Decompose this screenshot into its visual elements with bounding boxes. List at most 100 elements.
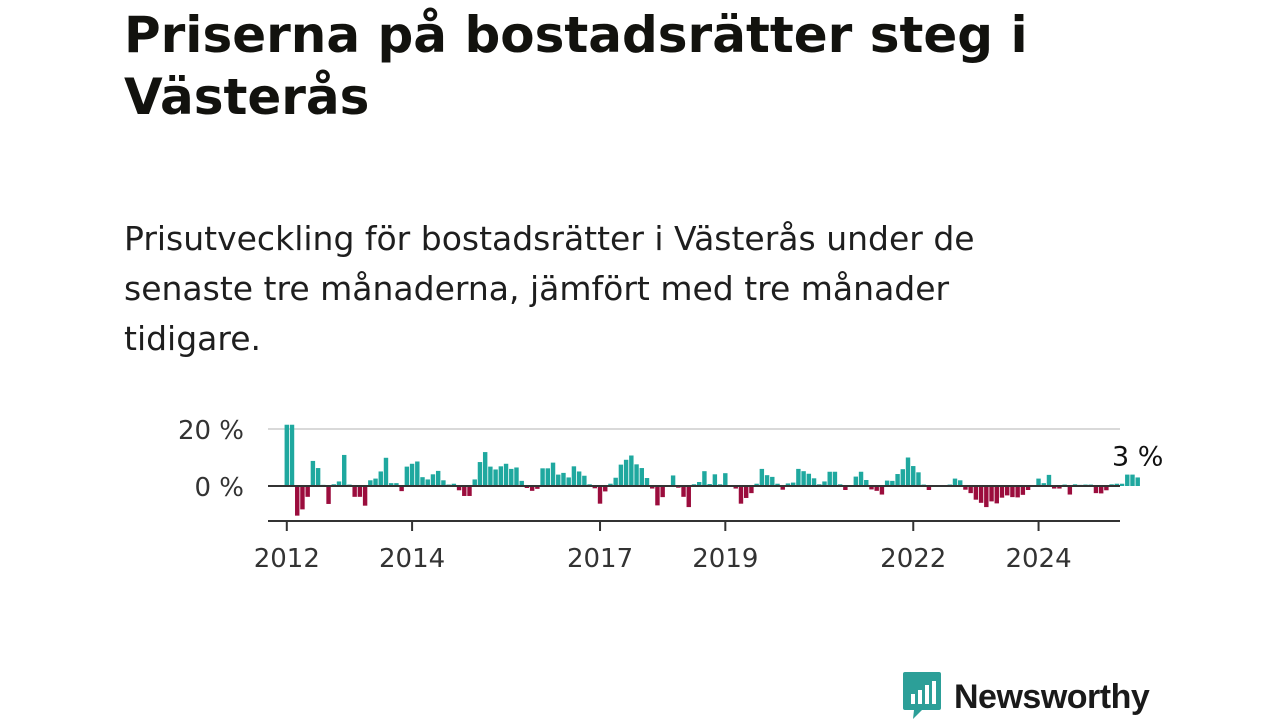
bar — [289, 424, 295, 486]
bar — [764, 475, 770, 486]
bar — [900, 469, 906, 487]
bar — [498, 466, 504, 486]
bar — [905, 457, 911, 486]
bar — [540, 468, 545, 486]
bar — [963, 486, 968, 490]
bar — [958, 480, 963, 486]
bar — [1015, 486, 1020, 498]
x-tick-label-2019: 2019 — [692, 544, 758, 574]
bar — [775, 483, 780, 486]
bar — [707, 484, 712, 486]
bar — [451, 483, 457, 486]
bar — [1041, 483, 1046, 486]
bar — [639, 468, 644, 486]
bar — [655, 486, 660, 506]
newsworthy-logo-icon — [902, 670, 942, 724]
bar — [430, 474, 436, 486]
bar — [545, 468, 551, 486]
bar — [858, 471, 864, 486]
bar — [853, 476, 859, 486]
bar — [780, 486, 785, 490]
bar — [733, 486, 738, 489]
bar — [869, 486, 874, 490]
bar — [864, 480, 869, 486]
bar — [634, 464, 639, 486]
bar — [399, 486, 404, 492]
bar — [415, 461, 420, 486]
bar — [681, 486, 686, 497]
bar — [843, 486, 848, 490]
bar — [754, 483, 759, 486]
bar — [556, 474, 561, 486]
last-value-annotation: 3 % — [1112, 441, 1163, 472]
bar — [702, 471, 707, 486]
x-tick-label-2012: 2012 — [254, 544, 320, 574]
newsworthy-logo: Newsworthy — [902, 670, 1150, 724]
bar — [1098, 486, 1104, 494]
bar — [832, 471, 838, 486]
bar — [472, 479, 477, 486]
bar — [514, 467, 519, 487]
bar — [1104, 486, 1109, 491]
bar — [806, 473, 812, 486]
bar — [759, 468, 765, 486]
bar — [420, 477, 425, 487]
bar — [811, 478, 817, 487]
bar — [989, 486, 994, 502]
chart-title: Priserna på bostadsrätter steg i Västerå… — [124, 6, 1028, 126]
bar — [284, 424, 289, 486]
bar — [822, 481, 827, 486]
x-tick-label-2024: 2024 — [1005, 544, 1071, 574]
bar — [368, 480, 373, 486]
bar — [1130, 474, 1135, 486]
x-axis-ticks: 2012 2014 2017 2019 2022 2024 — [254, 521, 1072, 574]
bar — [566, 477, 571, 486]
bar — [300, 486, 305, 510]
bar — [295, 486, 300, 516]
x-tick-label-2017: 2017 — [567, 544, 633, 574]
bar — [326, 486, 331, 504]
bar — [999, 486, 1005, 498]
bar — [613, 477, 618, 487]
bar — [561, 472, 566, 486]
x-tick-label-2022: 2022 — [880, 544, 946, 574]
bar — [467, 486, 472, 496]
bar — [629, 455, 634, 486]
bars — [284, 424, 1140, 516]
bar — [670, 475, 676, 486]
bar — [1005, 486, 1010, 496]
bar — [978, 486, 984, 503]
bar — [770, 476, 775, 486]
bar — [1051, 486, 1057, 489]
bar — [994, 486, 999, 504]
bar — [456, 486, 462, 491]
bar — [571, 466, 577, 486]
bar — [738, 486, 744, 504]
bar — [1093, 486, 1099, 494]
bar — [911, 466, 916, 486]
newsworthy-logo-text: Newsworthy — [954, 677, 1150, 716]
bar — [493, 469, 498, 486]
bar — [1067, 486, 1073, 495]
bar — [1125, 474, 1130, 486]
bar — [509, 468, 514, 486]
bar — [650, 486, 655, 489]
bar — [409, 463, 415, 486]
bar — [926, 486, 932, 490]
bar — [315, 468, 321, 486]
bar — [310, 460, 316, 486]
bar — [968, 486, 973, 494]
y-tick-label-0: 0 % — [194, 473, 244, 503]
bar — [462, 486, 467, 496]
bar — [592, 486, 598, 489]
bar — [342, 454, 347, 487]
bar — [1135, 477, 1140, 486]
chart-subtitle: Prisutveckling för bostadsrätter i Väste… — [124, 219, 975, 358]
bar — [1010, 486, 1015, 498]
bar — [1025, 486, 1031, 490]
bar — [404, 466, 410, 486]
bar — [801, 471, 806, 486]
bar — [482, 452, 488, 486]
bar — [686, 486, 691, 508]
